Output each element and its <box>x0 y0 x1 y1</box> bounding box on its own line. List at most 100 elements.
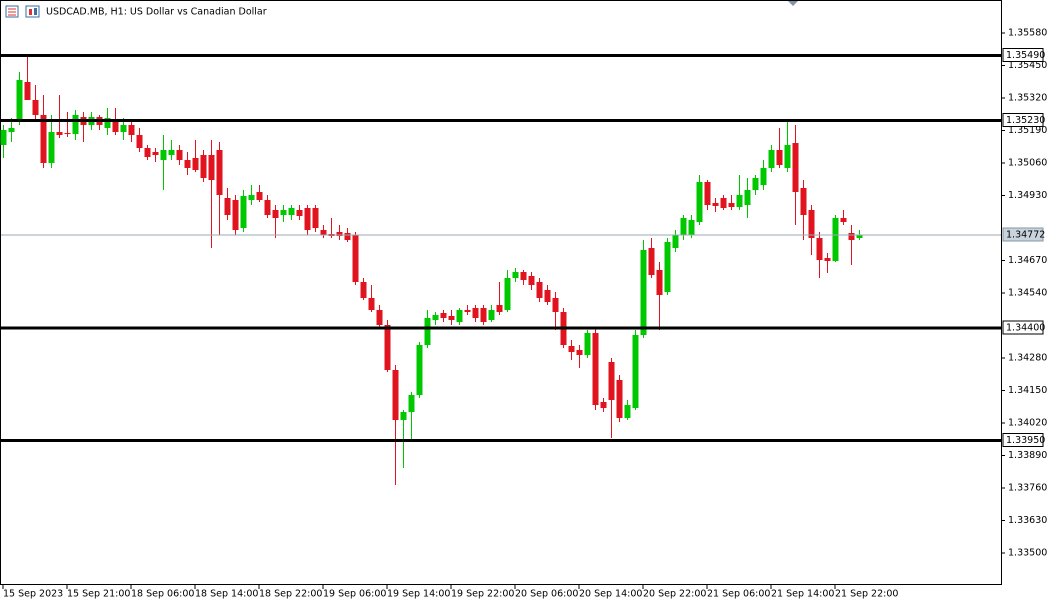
level-label: 1.35230 <box>1006 115 1045 126</box>
candle-body <box>8 128 15 132</box>
candle-body <box>360 282 367 298</box>
candle-body <box>448 316 455 320</box>
candle-body <box>24 82 31 100</box>
y-tick-label: 1.35580 <box>1008 28 1047 39</box>
candle-body <box>320 230 327 235</box>
candle-body <box>744 190 751 205</box>
y-tick-label: 1.34930 <box>1008 190 1047 201</box>
candle-body <box>704 182 711 205</box>
levels: 1.34772 1.35490 1.35230 1.34400 1.33950 <box>1 48 1045 447</box>
candle-body <box>520 272 527 280</box>
y-tick-label: 1.35060 <box>1008 158 1047 169</box>
candle-body <box>296 210 303 216</box>
icon-chart[interactable] <box>25 5 40 18</box>
candle-body <box>240 196 247 228</box>
x-tick-label: 20 Sep 22:00 <box>643 589 706 600</box>
candle-body <box>264 200 271 215</box>
candle-body <box>688 220 695 235</box>
y-tick-label: 1.35320 <box>1008 93 1047 104</box>
x-tick-label: 15 Sep 2023 <box>3 589 63 600</box>
candle-body <box>656 270 663 295</box>
candle-body <box>256 192 263 200</box>
level-box <box>1002 433 1044 447</box>
candle-body <box>808 210 815 238</box>
candle-body <box>288 208 295 215</box>
x-tick-label: 21 Sep 06:00 <box>707 589 770 600</box>
candles <box>0 55 863 485</box>
candle-body <box>112 120 119 132</box>
candle-body <box>104 118 111 128</box>
candle-body <box>176 150 183 160</box>
y-tick-label: 1.34150 <box>1008 385 1047 396</box>
x-tick-label: 18 Sep 14:00 <box>195 589 258 600</box>
shift-marker <box>788 1 798 6</box>
candle-body <box>392 370 399 420</box>
candle-body <box>592 333 599 405</box>
candle-body <box>768 150 775 168</box>
candle-body <box>648 248 655 275</box>
axis-layer: 1.35580 1.35450 1.35320 1.35190 1.35060 1.349… <box>2 28 1047 600</box>
candle-body <box>784 145 791 168</box>
y-tick-label: 1.34670 <box>1008 255 1047 266</box>
candle-body <box>192 158 199 170</box>
candle-body <box>144 148 151 157</box>
candle-body <box>344 233 351 240</box>
candle-body <box>384 325 391 370</box>
candle-body <box>824 258 831 261</box>
candle-body <box>552 298 559 312</box>
candle-body <box>200 155 207 178</box>
candle-body <box>720 198 727 208</box>
level-label: 1.33950 <box>1006 435 1045 446</box>
candle-body <box>152 152 159 155</box>
toolbar-icons <box>5 5 40 18</box>
candle-body <box>208 155 215 180</box>
candle-body <box>736 195 743 207</box>
candle-body <box>16 80 23 120</box>
candle-body <box>216 150 223 195</box>
candle-body <box>504 278 511 310</box>
candle-body <box>760 168 767 185</box>
candle-body <box>352 235 359 282</box>
level-box <box>1002 320 1044 335</box>
candle-body <box>416 345 423 395</box>
x-tick-label: 20 Sep 06:00 <box>515 589 578 600</box>
plot-frame <box>0 0 1002 585</box>
candle-body <box>408 395 415 412</box>
candle-body <box>584 333 591 355</box>
candle-body <box>536 282 543 298</box>
candle-body <box>120 125 127 132</box>
candle-body <box>136 135 143 148</box>
candle-body <box>512 272 519 278</box>
level-label: 1.34400 <box>1006 323 1045 334</box>
candle-body <box>488 310 495 320</box>
x-tick-label: 19 Sep 14:00 <box>387 589 450 600</box>
chart-title: USDCAD.MB, H1: US Dollar vs Canadian Dol… <box>46 7 267 18</box>
y-tick-label: 1.34540 <box>1008 288 1047 299</box>
candle-body <box>616 380 623 418</box>
candle-body <box>528 276 535 285</box>
candle-body <box>368 298 375 310</box>
y-tick-label: 1.33890 <box>1008 450 1047 461</box>
candle-body <box>840 218 847 222</box>
y-tick-label: 1.35450 <box>1008 60 1047 71</box>
candle-body <box>832 218 839 261</box>
y-tick-label: 1.33760 <box>1008 483 1047 494</box>
candle-body <box>48 132 55 163</box>
candle-body <box>856 235 863 238</box>
candle-body <box>608 362 615 400</box>
candle-body <box>312 208 319 228</box>
candle-body <box>816 238 823 260</box>
candle-body <box>272 210 279 218</box>
candle-body <box>848 233 855 240</box>
level-box <box>1002 48 1044 62</box>
candle-body <box>64 133 71 134</box>
candle-body <box>624 405 631 418</box>
candle-body <box>800 188 807 215</box>
candle-body <box>472 308 479 318</box>
candle-body <box>680 218 687 235</box>
candle-body <box>632 335 639 408</box>
candle-body <box>248 195 255 200</box>
candle-body <box>664 242 671 292</box>
candle-body <box>792 143 799 192</box>
